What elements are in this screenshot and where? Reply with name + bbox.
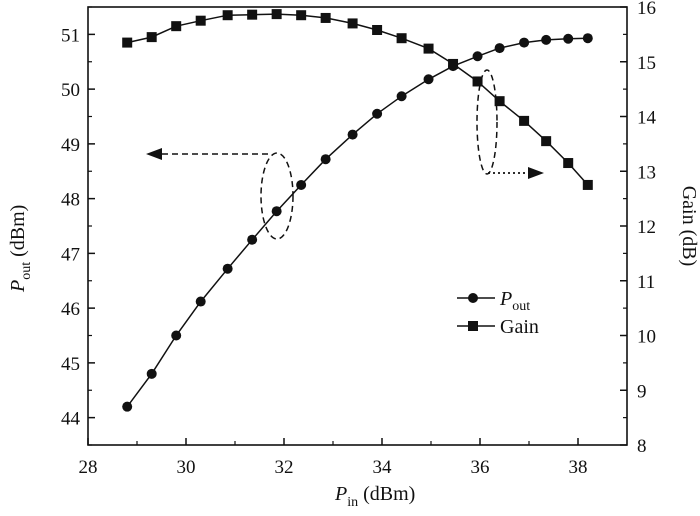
legend-gain-label: Gain <box>500 316 539 338</box>
gain-point <box>448 58 459 69</box>
gain-point <box>247 9 258 20</box>
pout-point <box>320 154 331 165</box>
x-tick-label: 34 <box>373 457 393 478</box>
left-y-tick-label: 49 <box>61 135 80 156</box>
left-y-axis-ticks: 44 45 46 47 48 49 50 51 <box>61 6 95 446</box>
gain-point <box>146 32 157 43</box>
right-y-tick-label: 12 <box>637 217 656 238</box>
pout-point <box>146 368 157 379</box>
pout-point <box>271 206 282 217</box>
right-y-tick-label: 11 <box>637 272 655 293</box>
x-tick-label: 28 <box>79 457 98 478</box>
right-y-tick-label: 13 <box>637 162 656 183</box>
gain-point <box>171 21 182 32</box>
left-y-tick-label: 45 <box>61 354 80 375</box>
left-y-tick-label: 44 <box>61 409 81 430</box>
pout-series-line <box>126 37 588 408</box>
gain-point <box>396 33 407 44</box>
gain-point <box>320 12 331 23</box>
legend: Pout Gain <box>457 288 539 338</box>
pout-point <box>195 296 206 307</box>
x-axis-ticks: 28 30 32 34 36 38 <box>79 438 588 478</box>
pout-point <box>519 37 530 48</box>
plot-frame <box>87 6 628 446</box>
x-tick-label: 36 <box>471 457 490 478</box>
gain-point <box>541 136 552 147</box>
gain-point <box>472 76 483 87</box>
pout-point <box>222 263 233 274</box>
gain-point <box>296 10 307 21</box>
gain-point <box>423 43 434 54</box>
right-y-axis-title: Gain (dB) <box>678 186 700 267</box>
right-y-tick-label: 9 <box>637 381 647 402</box>
pout-point <box>541 34 552 45</box>
right-y-tick-label: 16 <box>637 0 656 19</box>
x-tick-label: 38 <box>569 457 588 478</box>
pout-marker-ellipse <box>260 152 294 240</box>
gain-point <box>582 179 593 190</box>
pout-point <box>582 33 593 44</box>
pout-point <box>423 74 434 85</box>
legend-gain-marker <box>468 321 478 331</box>
right-y-tick-label: 15 <box>637 53 656 74</box>
gain-arrowhead <box>528 167 544 179</box>
pout-arrowhead <box>146 148 162 160</box>
pout-point <box>122 401 133 412</box>
gain-point <box>195 15 206 26</box>
legend-pout-marker <box>468 293 478 303</box>
pout-point <box>372 108 383 119</box>
pout-point <box>171 330 182 341</box>
pout-point <box>494 43 505 54</box>
left-y-tick-label: 50 <box>61 80 80 101</box>
right-y-axis-ticks: 8 9 10 11 12 13 14 15 16 <box>620 0 657 457</box>
legend-pout-label: Pout <box>499 288 530 314</box>
left-y-tick-label: 51 <box>61 25 80 46</box>
gain-point <box>494 96 505 107</box>
pout-point <box>472 51 483 62</box>
gain-point <box>222 10 233 21</box>
pout-point <box>347 129 358 140</box>
left-y-axis-title: Pout (dBm) <box>7 205 34 293</box>
gain-marker-ellipse <box>476 69 498 175</box>
gain-point <box>347 18 358 29</box>
gain-point <box>519 115 530 126</box>
right-y-tick-label: 8 <box>637 436 647 457</box>
gain-point <box>563 158 574 169</box>
pout-point <box>296 179 307 190</box>
right-y-tick-label: 10 <box>637 327 656 348</box>
series-layer <box>122 9 593 412</box>
right-y-tick-label: 14 <box>637 108 657 129</box>
gain-point <box>271 9 282 20</box>
x-tick-label: 32 <box>275 457 294 478</box>
left-y-tick-label: 46 <box>61 299 80 320</box>
pout-point <box>563 33 574 44</box>
pout-point <box>247 234 258 245</box>
x-axis-title: Pin (dBm) <box>334 483 415 510</box>
gain-series-line <box>127 13 589 186</box>
left-y-tick-label: 48 <box>61 190 80 211</box>
annotations <box>146 69 544 240</box>
gain-point <box>122 37 133 48</box>
gain-point <box>372 24 383 35</box>
x-tick-label: 30 <box>177 457 196 478</box>
left-y-tick-label: 47 <box>61 244 80 265</box>
pout-point <box>396 91 407 102</box>
